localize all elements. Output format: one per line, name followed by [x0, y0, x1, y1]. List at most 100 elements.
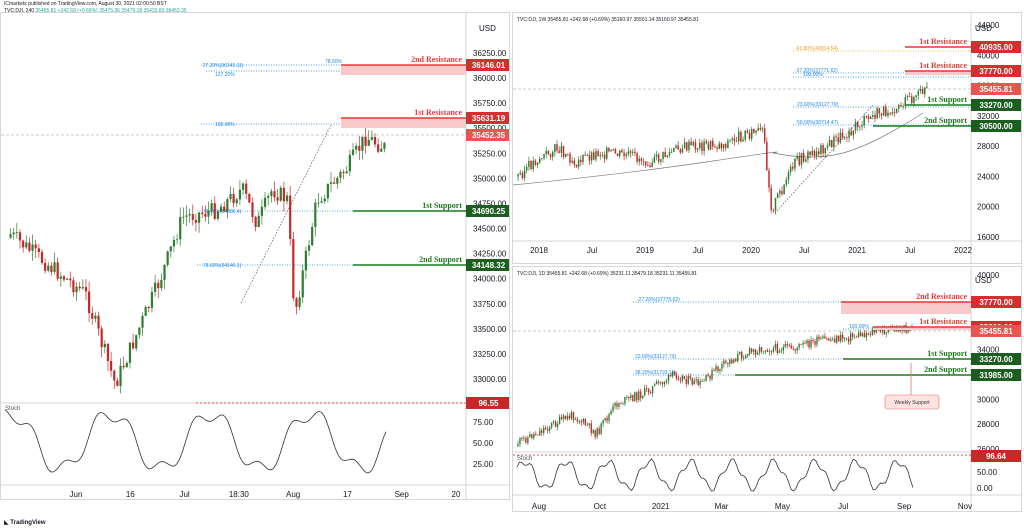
w1-candle: [776, 193, 779, 198]
w1-candle: [580, 159, 582, 163]
w1-candle: [757, 127, 759, 131]
w1-res1a-tag-text: 40935.00: [979, 43, 1013, 52]
h4-res1-tag-bg: [466, 112, 509, 124]
d1-candle: [521, 437, 523, 439]
h4-ytick: 35750.00: [473, 99, 507, 108]
h4-candle: [351, 149, 355, 155]
d1-candle: [820, 338, 822, 340]
w1-res1b-tag-bg: [971, 65, 1021, 77]
w1-candle: [731, 138, 733, 140]
h4-fib-label: 127.20%: [215, 72, 235, 78]
h4-ytick: 35000.00: [473, 174, 507, 183]
d1-candle: [592, 429, 594, 433]
h4-res2-label: 2nd Resistance: [411, 55, 462, 64]
w1-candle: [575, 164, 578, 167]
w1-candle: [802, 153, 805, 162]
d1-candle: [685, 378, 687, 384]
d1-candle: [786, 344, 788, 346]
h4-xtick: Sep: [395, 490, 410, 499]
w1-candle: [657, 154, 660, 162]
w1-candle: [763, 128, 766, 142]
w1-candle: [882, 106, 885, 116]
daily-chart-panel[interactable]: TVC:DJI, 1D 35455.81 +242.68 (+0.69%) 35…: [512, 266, 1022, 512]
d1-candle: [731, 359, 733, 364]
d1-candle: [535, 433, 537, 435]
d1-candle: [645, 388, 648, 390]
d1-candle: [655, 381, 658, 385]
h4-xtick: Jun: [70, 490, 83, 499]
d1-candle: [600, 423, 602, 434]
h4-candle: [289, 195, 292, 240]
h4-candle: [9, 234, 12, 238]
d1-candle: [647, 388, 650, 393]
h4-candle: [22, 240, 25, 248]
w1-ytick: 24000: [977, 172, 1000, 181]
w1-candle: [785, 179, 788, 185]
h4-candle: [361, 136, 364, 151]
w1-candle: [729, 139, 731, 141]
w1-candle: [558, 150, 560, 153]
w1-ytick: 28000: [977, 142, 1000, 151]
d1-xtick: Oct: [594, 502, 607, 511]
w1-candle: [742, 139, 744, 142]
w1-fib-label: 50.00%(30714.47): [797, 120, 838, 126]
w1-candle: [536, 162, 539, 165]
d1-candle: [750, 348, 753, 352]
w1-candle: [889, 112, 891, 114]
w1-candle: [915, 95, 917, 98]
w1-candle: [653, 156, 656, 163]
w1-res1b-zone: [905, 71, 971, 75]
w1-candle: [908, 96, 911, 97]
d1-candle: [814, 341, 816, 345]
w1-ytick: 20000: [977, 203, 1000, 212]
d1-candle: [665, 380, 668, 383]
w1-candle: [683, 142, 686, 149]
h4-candle: [367, 139, 370, 146]
w1-candle: [822, 145, 824, 154]
w1-candle: [569, 154, 571, 163]
w1-candle: [660, 159, 662, 162]
d1-candle: [725, 360, 727, 363]
h4-fib-label: 100.00%: [215, 122, 235, 128]
h4-candle: [172, 239, 176, 247]
h4-candle: [260, 206, 264, 216]
d1-candle: [691, 378, 693, 385]
h4-candle: [339, 171, 342, 178]
h4-candle: [97, 315, 100, 329]
w1-xtick: 2022: [954, 246, 972, 255]
w1-candle: [846, 137, 848, 139]
d1-candle: [842, 334, 844, 339]
h4-candle: [323, 198, 326, 202]
h4-candle: [175, 239, 179, 241]
w1-candle: [668, 151, 671, 156]
h4-candle: [285, 195, 289, 202]
h4-xtick: 20: [452, 490, 461, 499]
w1-candle: [848, 131, 850, 138]
d1-candle: [855, 336, 858, 338]
w1-candle: [690, 141, 692, 146]
d1-candle: [586, 424, 588, 426]
w1-xtick: 2019: [636, 246, 654, 255]
d1-res2-zone: [841, 302, 971, 314]
h4-candle: [197, 212, 201, 223]
h4-candle: [44, 262, 47, 271]
tradingview-logo[interactable]: ◣ TradingView: [4, 519, 46, 526]
weekly-chart-panel[interactable]: TVC:DJI, 1W 35455.81 +242.68 (+0.69%) 35…: [512, 12, 1022, 264]
h4-candle: [141, 315, 144, 328]
d1-candle: [541, 430, 543, 433]
h4-candle: [307, 245, 311, 251]
h4-candle: [40, 252, 44, 263]
d1-candle: [865, 333, 868, 338]
h4-candle: [110, 360, 113, 371]
h4-chart-panel[interactable]: USD 36250.00 36000.00 35750.00 35500.00 35250…: [0, 12, 510, 500]
h4-osc-tick: 50.00: [473, 439, 494, 448]
w1-candle: [766, 141, 768, 171]
d1-candle: [828, 338, 830, 341]
h4-sup2-label: 2nd Support: [419, 255, 462, 264]
d1-candle: [768, 351, 771, 353]
h4-candle: [122, 365, 125, 368]
d1-candle: [782, 347, 785, 351]
weekly-chart: TVC:DJI, 1W 35455.81 +242.68 (+0.69%) 35…: [513, 13, 1021, 263]
h4-ytick: 33250.00: [473, 350, 507, 359]
h4-candle: [213, 203, 216, 219]
